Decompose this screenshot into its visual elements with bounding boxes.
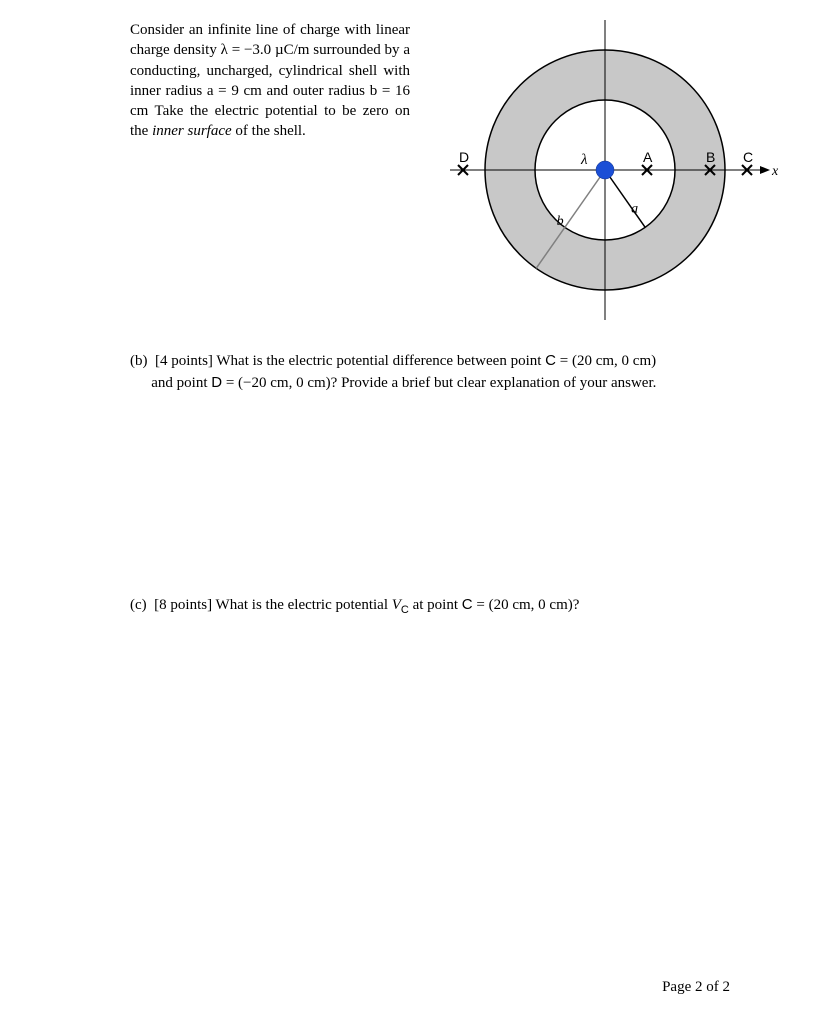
intro-line7-em: inner surface [152, 123, 232, 139]
qb-label: (b) [130, 353, 148, 369]
point-D-label: D [459, 149, 469, 165]
qc-points: [8 points] [154, 597, 212, 613]
question-c: (c) [8 points] What is the electric pote… [60, 594, 780, 618]
cylinder-diagram: yxλABCDab [430, 20, 780, 320]
point-B-label: B [706, 149, 715, 165]
qb-points: [4 points] [155, 353, 213, 369]
radius-a-label: a [631, 202, 638, 217]
figure: yxλABCDab [430, 20, 780, 320]
intro-line5-pre: a = 9 cm [207, 83, 262, 99]
line-charge-dot [596, 161, 614, 179]
intro-line7-pre: the [130, 123, 152, 139]
problem-statement: Consider an infinite line of charge with… [60, 20, 410, 142]
qc-label: (c) [130, 597, 147, 613]
qc-Vcsub: C [401, 604, 409, 616]
intro-line6: Take the electric potential to be zero o… [155, 103, 411, 119]
x-axis-arrow [760, 166, 770, 174]
qc-C: C [462, 596, 473, 613]
qb-Deq: = (−20 cm, 0 cm)? [222, 375, 337, 391]
qc-Ceq: = (20 cm, 0 cm)? [473, 597, 580, 613]
qc-text1: What is the electric potential [212, 597, 392, 613]
x-axis-label: x [771, 164, 779, 179]
intro-line5-mid: and outer radius [262, 83, 370, 99]
qb-C: C [545, 352, 556, 369]
point-A-label: A [643, 149, 653, 165]
qc-Vc: V [392, 597, 401, 613]
qb-text2: and point [151, 375, 211, 391]
page: Consider an infinite line of charge with… [0, 0, 840, 1024]
qb-text1: What is the electric potential differenc… [213, 353, 545, 369]
qc-text2: at point [409, 597, 462, 613]
qb-Ceq: = (20 cm, 0 cm) [556, 353, 656, 369]
point-C-label: C [743, 149, 753, 165]
radius-a-line [605, 170, 645, 227]
intro-line7-post: of the shell. [232, 123, 306, 139]
intro-block: Consider an infinite line of charge with… [60, 20, 780, 320]
qb-D: D [211, 374, 222, 391]
radius-b-label: b [557, 214, 564, 229]
page-footer: Page 2 of 2 [662, 979, 730, 996]
intro-line1: Consider an infinite line of charge with [130, 22, 371, 38]
intro-line2-eq: λ = −3.0 µC/m [221, 42, 310, 58]
lambda-label: λ [580, 152, 588, 168]
question-b: (b) [4 points] What is the electric pote… [60, 350, 780, 394]
qb-text3: Provide a brief but clear explanation of… [337, 375, 656, 391]
